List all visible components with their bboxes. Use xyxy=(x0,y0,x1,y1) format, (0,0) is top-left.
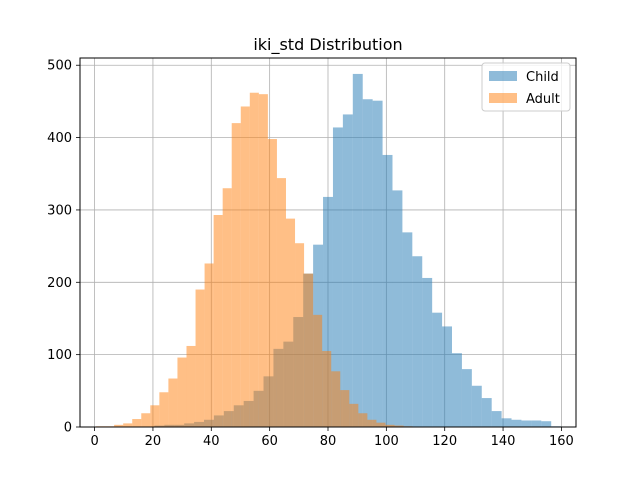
bar-adult xyxy=(313,314,323,427)
bar-adult xyxy=(159,392,169,427)
bar-adult xyxy=(141,413,151,427)
bar-child xyxy=(452,353,462,427)
bar-adult xyxy=(367,419,377,427)
x-tick-label: 140 xyxy=(491,434,516,449)
bar-child xyxy=(511,419,522,427)
bar-adult xyxy=(123,423,133,427)
y-tick-label: 0 xyxy=(64,421,72,436)
bar-child xyxy=(342,114,353,427)
legend-swatch-child xyxy=(489,71,517,81)
bar-adult xyxy=(168,378,178,427)
x-tick-label: 120 xyxy=(432,434,457,449)
bar-child xyxy=(531,420,542,427)
legend-label-child: Child xyxy=(526,70,559,85)
bar-child xyxy=(461,369,472,427)
bar-adult xyxy=(394,425,404,427)
x-tick-label: 60 xyxy=(261,434,278,449)
bar-child xyxy=(412,256,423,427)
legend-swatch-adult xyxy=(489,93,517,103)
y-tick-label: 400 xyxy=(47,131,72,146)
x-tick-label: 80 xyxy=(320,434,337,449)
bar-child xyxy=(491,411,502,427)
x-axis: 0 20 40 60 80 100 120 140 160 xyxy=(90,427,574,449)
bar-child xyxy=(392,190,403,427)
bar-adult xyxy=(376,422,386,427)
bar-adult xyxy=(267,139,277,428)
bar-adult xyxy=(258,94,268,428)
bar-child xyxy=(471,385,482,427)
bar-child xyxy=(332,127,343,427)
x-tick-label: 0 xyxy=(90,434,98,449)
bar-adult xyxy=(358,413,368,427)
bar-child xyxy=(323,196,333,427)
chart-title: iki_std Distribution xyxy=(253,35,402,55)
x-tick-label: 40 xyxy=(203,434,220,449)
bar-adult xyxy=(114,424,124,427)
bar-child xyxy=(362,99,373,427)
bar-child xyxy=(442,326,452,427)
bar-adult xyxy=(240,106,250,427)
x-tick-label: 20 xyxy=(145,434,162,449)
bar-adult xyxy=(231,123,241,427)
bar-adult xyxy=(222,188,232,427)
bar-child xyxy=(481,398,492,427)
bar-child xyxy=(382,154,393,427)
bar-adult xyxy=(195,289,205,427)
bar-adult xyxy=(132,419,142,427)
y-tick-label: 200 xyxy=(47,276,72,291)
bar-adult xyxy=(331,371,341,427)
bar-child xyxy=(372,100,383,427)
bar-child xyxy=(432,312,443,427)
bar-child xyxy=(541,421,552,427)
y-tick-label: 100 xyxy=(47,348,72,363)
bar-adult xyxy=(177,357,187,427)
bar-child xyxy=(501,418,512,427)
x-tick-label: 100 xyxy=(374,434,399,449)
y-axis: 0 100 200 300 400 500 xyxy=(47,59,80,436)
bar-adult xyxy=(249,92,259,428)
bar-child xyxy=(352,73,363,427)
bar-child xyxy=(521,420,532,427)
bar-adult xyxy=(150,405,160,427)
histogram-bars xyxy=(96,73,562,428)
bar-adult xyxy=(295,243,305,427)
bar-adult xyxy=(304,273,314,427)
bar-adult xyxy=(276,178,286,427)
bar-child xyxy=(402,232,413,427)
series-adult xyxy=(96,92,413,428)
bar-adult xyxy=(322,351,332,427)
bar-adult xyxy=(186,345,196,427)
legend: Child Adult xyxy=(481,62,571,112)
bar-adult xyxy=(213,215,223,427)
y-tick-label: 300 xyxy=(47,203,72,218)
bar-adult xyxy=(285,218,296,427)
bar-adult xyxy=(385,424,395,427)
bar-adult xyxy=(204,263,214,427)
x-tick-label: 160 xyxy=(549,434,574,449)
bar-child xyxy=(422,277,433,427)
y-tick-label: 500 xyxy=(47,59,72,74)
bar-adult xyxy=(340,390,350,427)
legend-label-adult: Adult xyxy=(526,92,560,107)
bar-adult xyxy=(349,403,359,427)
